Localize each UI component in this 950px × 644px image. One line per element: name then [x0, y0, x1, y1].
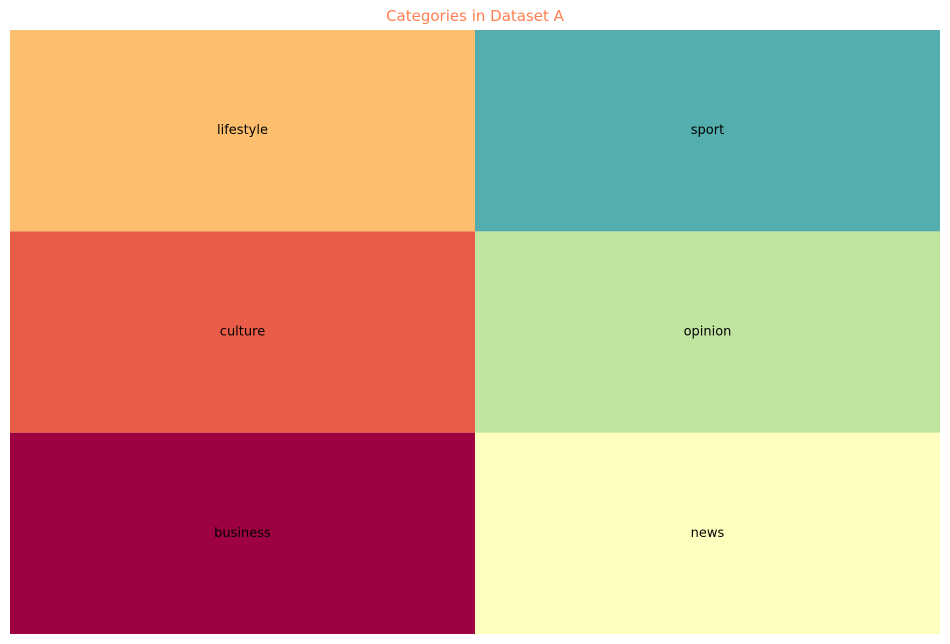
treemap-tile-business: business [10, 433, 475, 634]
treemap-tile-sport: sport [475, 30, 940, 231]
tile-label: culture [220, 325, 265, 340]
tile-label: sport [691, 123, 724, 138]
chart-title: Categories in Dataset A [0, 6, 950, 26]
tile-label: opinion [684, 325, 732, 340]
treemap-tile-news: news [475, 433, 940, 634]
treemap-tile-opinion: opinion [475, 231, 940, 432]
treemap-tile-lifestyle: lifestyle [10, 30, 475, 231]
tile-label: news [691, 526, 725, 541]
tile-label: business [214, 526, 271, 541]
treemap-tile-culture: culture [10, 231, 475, 432]
tile-label: lifestyle [217, 123, 268, 138]
treemap-chart: business culture lifestyle news opinion sport [10, 30, 940, 634]
